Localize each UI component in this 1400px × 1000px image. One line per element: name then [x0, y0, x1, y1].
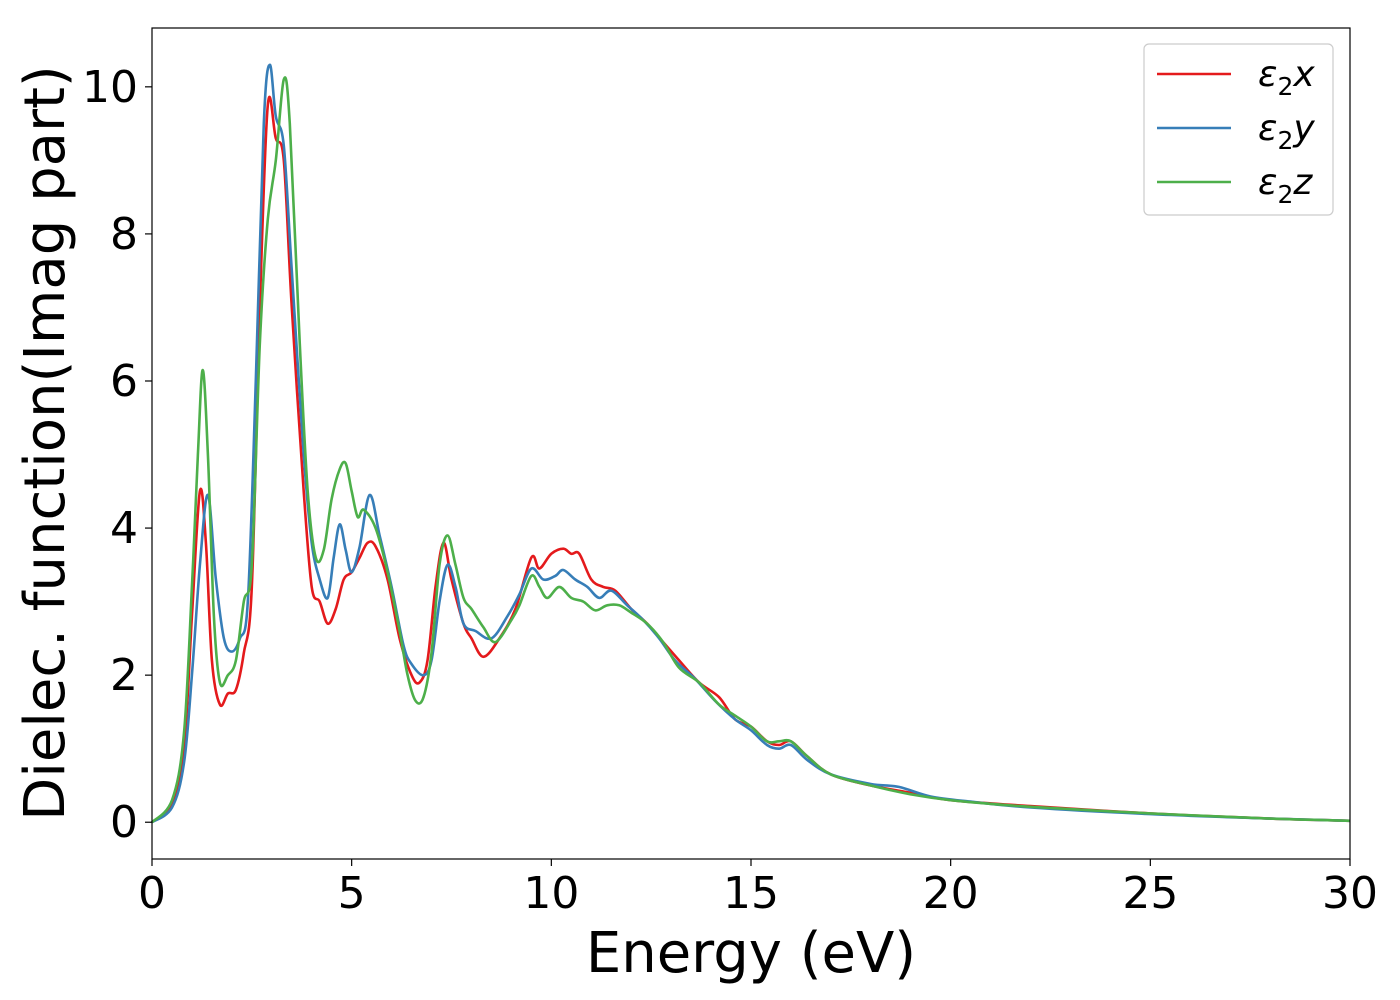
- series-layer: [151, 63, 1351, 824]
- x-tick-label: 30: [1322, 868, 1378, 919]
- y-tick-label: 4: [110, 503, 138, 554]
- x-tick-label: 15: [723, 868, 779, 919]
- y-tick-label: 6: [110, 356, 138, 407]
- x-tick-label: 10: [523, 868, 579, 919]
- y-axis-label: Dielec. function(Imag part): [13, 65, 78, 821]
- y-tick-label: 0: [110, 797, 138, 848]
- x-axis-label: Energy (eV): [586, 921, 916, 986]
- series-line-3: [151, 76, 1351, 824]
- x-tick-label: 25: [1122, 868, 1178, 919]
- x-tick-label: 0: [138, 868, 166, 919]
- legend-label-3: ε2z: [1258, 162, 1313, 209]
- legend: ε2x ε2y ε2z: [1143, 43, 1334, 216]
- y-tick-label: 8: [110, 209, 138, 260]
- y-tick-label: 2: [110, 650, 138, 701]
- legend-label-2: ε2y: [1258, 108, 1315, 155]
- legend-box: [1143, 43, 1334, 216]
- x-axis-ticks: 0 5 10 15 20 25 30: [138, 859, 1378, 919]
- x-tick-label: 20: [923, 868, 979, 919]
- legend-label-1: ε2x: [1258, 54, 1315, 101]
- y-axis-ticks: 0 2 4 6 8 10: [82, 62, 152, 848]
- x-tick-label: 5: [338, 868, 366, 919]
- series-line-2: [151, 63, 1351, 824]
- y-tick-label: 10: [82, 62, 138, 113]
